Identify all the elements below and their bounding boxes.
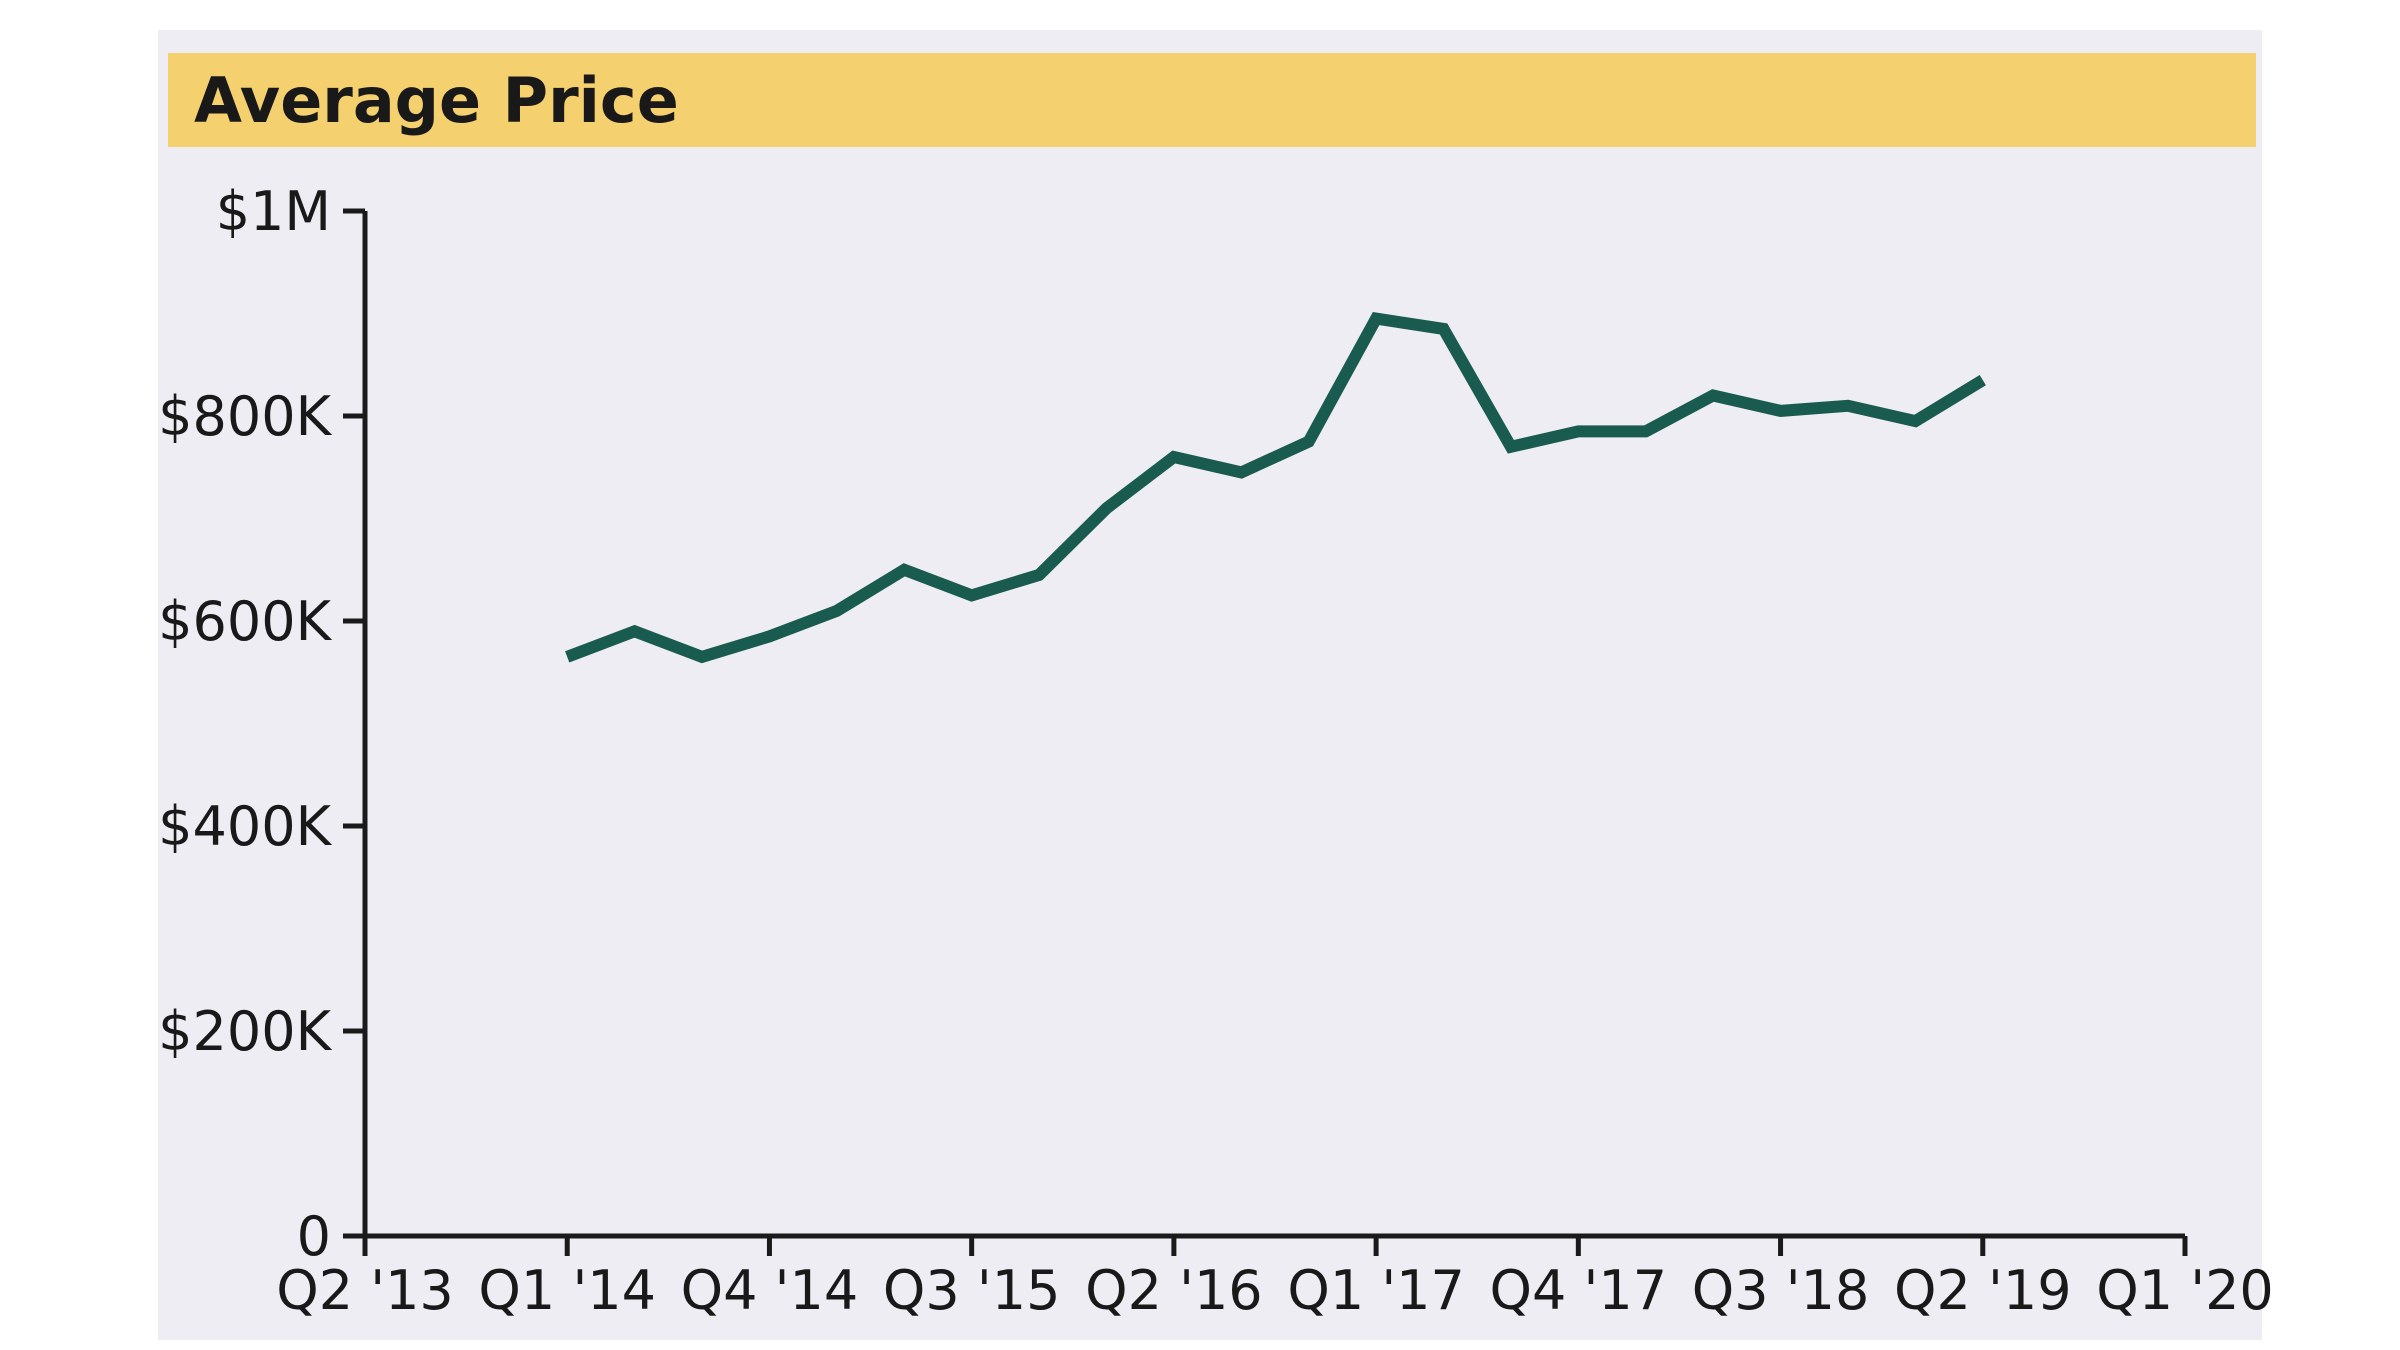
x-axis-tick-label: Q3 '15 (883, 1259, 1061, 1322)
x-axis-tick-label: Q2 '13 (276, 1259, 454, 1322)
chart-title-bar: Average Price (168, 53, 2256, 147)
x-axis-tick-label: Q1 '20 (2096, 1259, 2274, 1322)
chart-title: Average Price (194, 63, 679, 137)
x-axis-tick-label: Q2 '19 (1894, 1259, 2072, 1322)
y-axis-tick-label: $800K (158, 385, 332, 448)
chart-axes (343, 208, 2188, 1256)
y-axis-tick-label: $600K (158, 590, 332, 653)
average-price-series-line (565, 312, 1986, 664)
x-axis-tick-label: Q1 '14 (478, 1259, 656, 1322)
chart-panel: Average Price (158, 30, 2262, 1340)
y-axis-tick-label: $1M (216, 180, 331, 243)
x-axis-tick-label: Q2 '16 (1085, 1259, 1263, 1322)
x-axis-tick-label: Q4 '14 (681, 1259, 859, 1322)
x-axis-tick-label: Q1 '17 (1287, 1259, 1465, 1322)
y-axis-tick-label: $400K (158, 795, 332, 858)
x-axis-tick-label: Q4 '17 (1490, 1259, 1668, 1322)
y-axis-tick-label: $200K (158, 1000, 332, 1063)
x-axis-tick-label: Q3 '18 (1692, 1259, 1870, 1322)
y-axis-tick-label: 0 (297, 1205, 331, 1268)
